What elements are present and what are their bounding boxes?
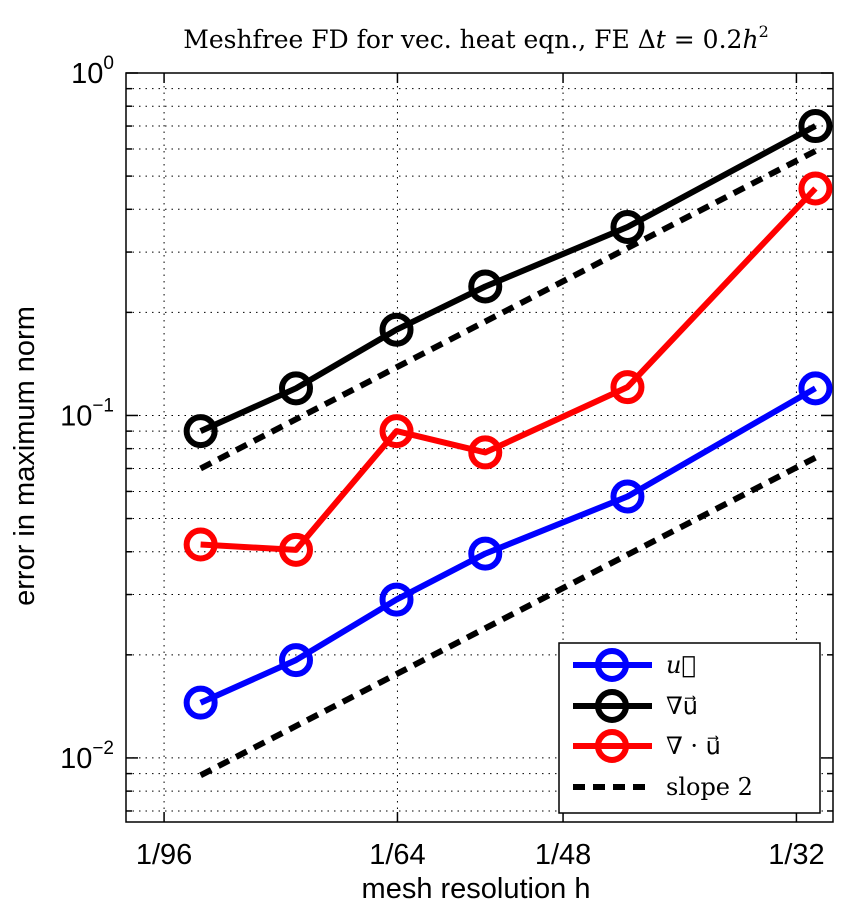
- x-axis-label: mesh resolution h: [362, 873, 591, 905]
- title-eq: = 0.2: [666, 25, 743, 54]
- data-point-grad-u: [610, 210, 645, 245]
- x-tick-label: 1/48: [535, 839, 591, 871]
- data-point-div-u: [278, 532, 313, 567]
- x-tick-label: 1/32: [768, 839, 824, 871]
- data-point-div-u: [379, 414, 414, 449]
- title-delta: Δ: [638, 25, 656, 54]
- data-point-grad-u: [798, 109, 833, 144]
- legend-entry-u: u⃗: [573, 648, 696, 682]
- data-point-div-u: [183, 527, 218, 562]
- data-point-div-u: [798, 171, 833, 206]
- legend-marker-grad-u: [595, 689, 629, 723]
- data-point-u: [379, 582, 414, 617]
- legend-entry-slope: slope 2: [573, 773, 753, 801]
- data-point-u: [278, 643, 313, 678]
- chart-title: Meshfree FD for vec. heat eqn., FE Δt = …: [183, 22, 769, 54]
- y-tick-base: 10: [60, 400, 92, 432]
- data-point-u: [468, 536, 503, 571]
- axes-frame: [125, 72, 834, 823]
- data-point-div-u: [610, 370, 645, 405]
- y-tick-exponent: 0: [103, 53, 114, 74]
- legend-label-div-u: ∇ · u⃗: [666, 732, 721, 760]
- legend-marker-u: [595, 648, 629, 682]
- data-point-div-u: [468, 435, 503, 470]
- data-point-grad-u: [183, 414, 218, 449]
- data-point-u: [610, 479, 645, 514]
- y-tick-base: 10: [60, 743, 92, 775]
- x-tick-label: 1/64: [369, 839, 425, 871]
- y-tick-exponent: −1: [92, 395, 114, 416]
- data-point-grad-u: [379, 312, 414, 347]
- data-point-u: [183, 685, 218, 720]
- title-h: h: [742, 25, 758, 54]
- y-tick-label: 100: [71, 53, 114, 90]
- series-line-u: [199, 385, 817, 706]
- x-tick-label: 1/96: [136, 839, 192, 871]
- y-tick-exponent: −2: [92, 738, 114, 759]
- data-point-grad-u: [468, 269, 503, 304]
- title-t: t: [656, 25, 667, 54]
- series-line-slope-2-upper-: [199, 148, 817, 472]
- series-line-slope-2-lower-: [199, 455, 817, 778]
- legend: u⃗ ∇u⃗ ∇ · u⃗ slope 2: [558, 642, 821, 814]
- plot-series: [183, 109, 833, 778]
- legend-label-u: u⃗: [666, 651, 696, 679]
- legend-label-grad-u: ∇u⃗: [666, 692, 698, 720]
- data-point-grad-u: [278, 371, 313, 406]
- y-tick-base: 10: [71, 58, 103, 90]
- title-exponent: 2: [759, 22, 769, 41]
- legend-label-slope: slope 2: [666, 773, 753, 801]
- series-line-grad-u: [199, 123, 817, 434]
- legend-entry-grad-u: ∇u⃗: [573, 689, 698, 723]
- data-point-u: [798, 371, 833, 406]
- title-prefix: Meshfree FD for vec. heat eqn., FE: [183, 25, 638, 54]
- y-tick-label: 10−1: [60, 395, 114, 432]
- y-axis-label: error in maximum norm: [9, 306, 41, 606]
- legend-marker-div-u: [595, 729, 629, 763]
- y-tick-label: 10−2: [60, 738, 114, 775]
- legend-entry-div-u: ∇ · u⃗: [573, 729, 721, 763]
